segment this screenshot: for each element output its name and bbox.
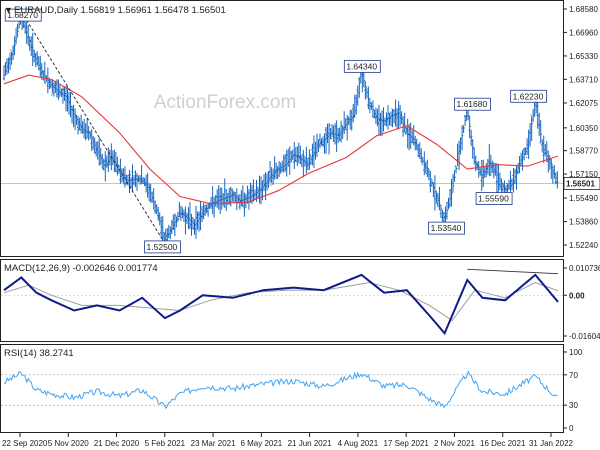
x-tick-label: 6 May 2021 <box>240 439 282 448</box>
macd-line <box>3 273 559 336</box>
price-overlays <box>3 11 559 244</box>
price-annotation-box <box>4 8 42 22</box>
price-tick-label: 1.65330 <box>569 52 598 61</box>
price-tick-label: 1.55490 <box>569 194 598 203</box>
macd-panel-frame <box>0 259 564 342</box>
price-annotation-box <box>454 97 491 111</box>
rsi-line <box>3 370 558 410</box>
instrument-label: EURAUD,Daily 1.56819 1.56961 1.56478 1.5… <box>14 5 226 16</box>
price-annotation-label: 1.61680 <box>456 99 487 109</box>
price-annotation-label: 1.53540 <box>431 223 462 233</box>
current-price-box <box>563 177 600 190</box>
price-tick-label: 1.68580 <box>569 5 598 14</box>
price-annotation-label: 1.68270 <box>7 10 38 20</box>
instrument-label-arrow: ▼ <box>4 5 13 15</box>
price-tick-label: 1.53860 <box>569 218 598 227</box>
price-annotation-box <box>475 192 513 205</box>
price-annotation-label: 1.62230 <box>513 91 544 101</box>
x-tick-label: 5 Nov 2020 <box>48 439 89 448</box>
x-tick-label: 4 Aug 2021 <box>338 439 379 448</box>
price-annotation-label: 1.64340 <box>346 61 377 71</box>
price-annotation-label: 1.55590 <box>478 194 509 204</box>
price-panel-frame <box>0 0 564 257</box>
price-axis: 1.68580 1.66960 1.65330 1.63710 1.62075 1.603… <box>1 5 600 250</box>
price-annotation-box <box>343 59 381 73</box>
macd-tick-label: 0.010736 <box>569 264 600 273</box>
x-axis: 22 Sep 2020 5 Nov 2020 21 Dec 2020 5 Feb 20… <box>2 433 574 448</box>
price-annotation-box <box>144 240 181 254</box>
moving-average-line <box>3 74 559 205</box>
rsi-tick-label: 30 <box>569 401 578 410</box>
price-annotations: 1.68270 1.64340 1.61680 1.62230 1.52500 1.555… <box>4 8 548 254</box>
rsi-tick-label: 100 <box>569 348 583 357</box>
x-tick-label: 22 Sep 2020 <box>2 439 48 448</box>
price-tick-label: 1.63710 <box>569 75 598 84</box>
price-tick-label: 1.57150 <box>569 170 598 179</box>
rsi-tick-label: 70 <box>569 371 578 380</box>
x-tick-label: 21 Dec 2020 <box>94 439 140 448</box>
price-annotation-box <box>428 221 465 235</box>
dashed-trendline <box>20 11 166 244</box>
price-tick-label: 1.62075 <box>569 99 598 108</box>
price-tick-label: 1.52240 <box>569 241 598 250</box>
price-annotation-label: 1.52500 <box>147 242 178 252</box>
watermark: ActionForex.com <box>154 92 297 113</box>
price-annotation-box <box>510 89 548 103</box>
macd-tick-label: -0.016046 <box>569 332 600 341</box>
macd-tick-label: 0.00 <box>569 291 585 300</box>
rsi-panel-frame <box>0 344 564 433</box>
current-price-label: 1.56501 <box>566 179 595 188</box>
rsi-label: RSI(14) 38.2741 <box>4 348 74 359</box>
rsi-tick-label: 0 <box>569 424 574 433</box>
x-tick-label: 17 Sep 2021 <box>383 439 429 448</box>
macd-label: MACD(12,26,9) -0.002646 0.001774 <box>4 263 158 274</box>
x-tick-label: 31 Jan 2022 <box>529 439 574 448</box>
macd-lines: 0.010736 0.00 -0.016046 <box>1 264 600 341</box>
x-tick-label: 23 Mar 2021 <box>191 439 236 448</box>
x-tick-label: 21 Jun 2021 <box>288 439 333 448</box>
macd-trendline <box>467 268 559 275</box>
x-tick-label: 2 Nov 2021 <box>434 439 475 448</box>
price-tick-label: 1.60350 <box>569 124 598 133</box>
x-tick-label: 5 Feb 2021 <box>145 439 186 448</box>
rsi-lines: 100 70 30 0 <box>1 348 583 433</box>
x-tick-label: 16 Dec 2021 <box>480 439 526 448</box>
price-tick-label: 1.66960 <box>569 28 598 37</box>
price-tick-label: 1.58770 <box>569 147 598 156</box>
